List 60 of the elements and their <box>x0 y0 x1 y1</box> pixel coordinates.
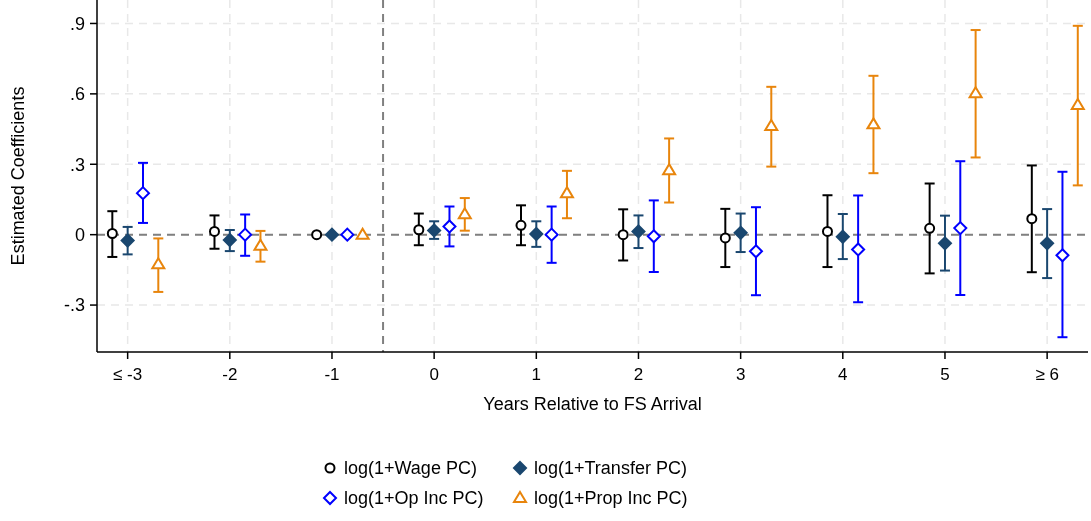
y-axis-title: Estimated Coefficients <box>8 86 28 266</box>
point <box>748 244 763 259</box>
point <box>1026 213 1038 225</box>
y-tick-label: -.3 <box>63 295 85 316</box>
point <box>924 222 936 234</box>
legend-label: log(1+Wage PC) <box>344 458 477 479</box>
y-tick-label: .6 <box>69 84 85 105</box>
point <box>355 227 370 240</box>
point <box>151 257 166 270</box>
point <box>1040 236 1055 251</box>
x-tick-label: 0 <box>429 365 439 384</box>
legend-label: log(1+Prop Inc PC) <box>534 488 688 509</box>
point <box>208 225 220 237</box>
point <box>222 233 237 248</box>
point <box>340 227 355 242</box>
point <box>662 163 677 176</box>
point <box>515 219 527 231</box>
x-tick-label: 4 <box>838 365 848 384</box>
x-tick-label: 1 <box>531 365 542 384</box>
point <box>238 227 253 242</box>
point <box>719 232 731 244</box>
x-tick-label: ≤ -3 <box>113 365 143 384</box>
legend-label: log(1+Transfer PC) <box>534 458 687 479</box>
point <box>821 225 833 237</box>
point <box>866 117 881 130</box>
point <box>253 238 268 251</box>
x-tick-label: 3 <box>735 365 746 384</box>
point <box>835 229 850 244</box>
point <box>311 229 323 241</box>
point <box>968 86 983 99</box>
y-tick-label: .3 <box>69 154 85 175</box>
point <box>135 186 150 201</box>
point <box>953 221 968 236</box>
legend-label: log(1+Op Inc PC) <box>344 488 484 509</box>
point <box>646 229 661 244</box>
point <box>733 225 748 240</box>
point <box>1055 248 1070 263</box>
point <box>442 219 457 234</box>
point <box>631 224 646 239</box>
point <box>457 207 472 220</box>
y-tick-label: .9 <box>69 13 85 34</box>
point <box>617 229 629 241</box>
x-tick-label: ≥ 6 <box>1035 365 1059 384</box>
point <box>120 233 135 248</box>
point <box>937 236 952 251</box>
point <box>764 119 779 132</box>
point <box>106 227 118 239</box>
point <box>559 186 574 199</box>
x-tick-label: 2 <box>633 365 644 384</box>
point <box>851 242 866 257</box>
point <box>1070 97 1085 110</box>
x-tick-label: 5 <box>940 365 950 384</box>
y-tick-label: 0 <box>74 224 85 245</box>
x-tick-label: -1 <box>324 365 340 384</box>
point <box>413 224 425 236</box>
x-tick-label: -2 <box>222 365 238 384</box>
x-axis-title: Years Relative to FS Arrival <box>483 394 702 414</box>
point <box>529 226 544 241</box>
point <box>324 227 339 242</box>
point <box>544 227 559 242</box>
